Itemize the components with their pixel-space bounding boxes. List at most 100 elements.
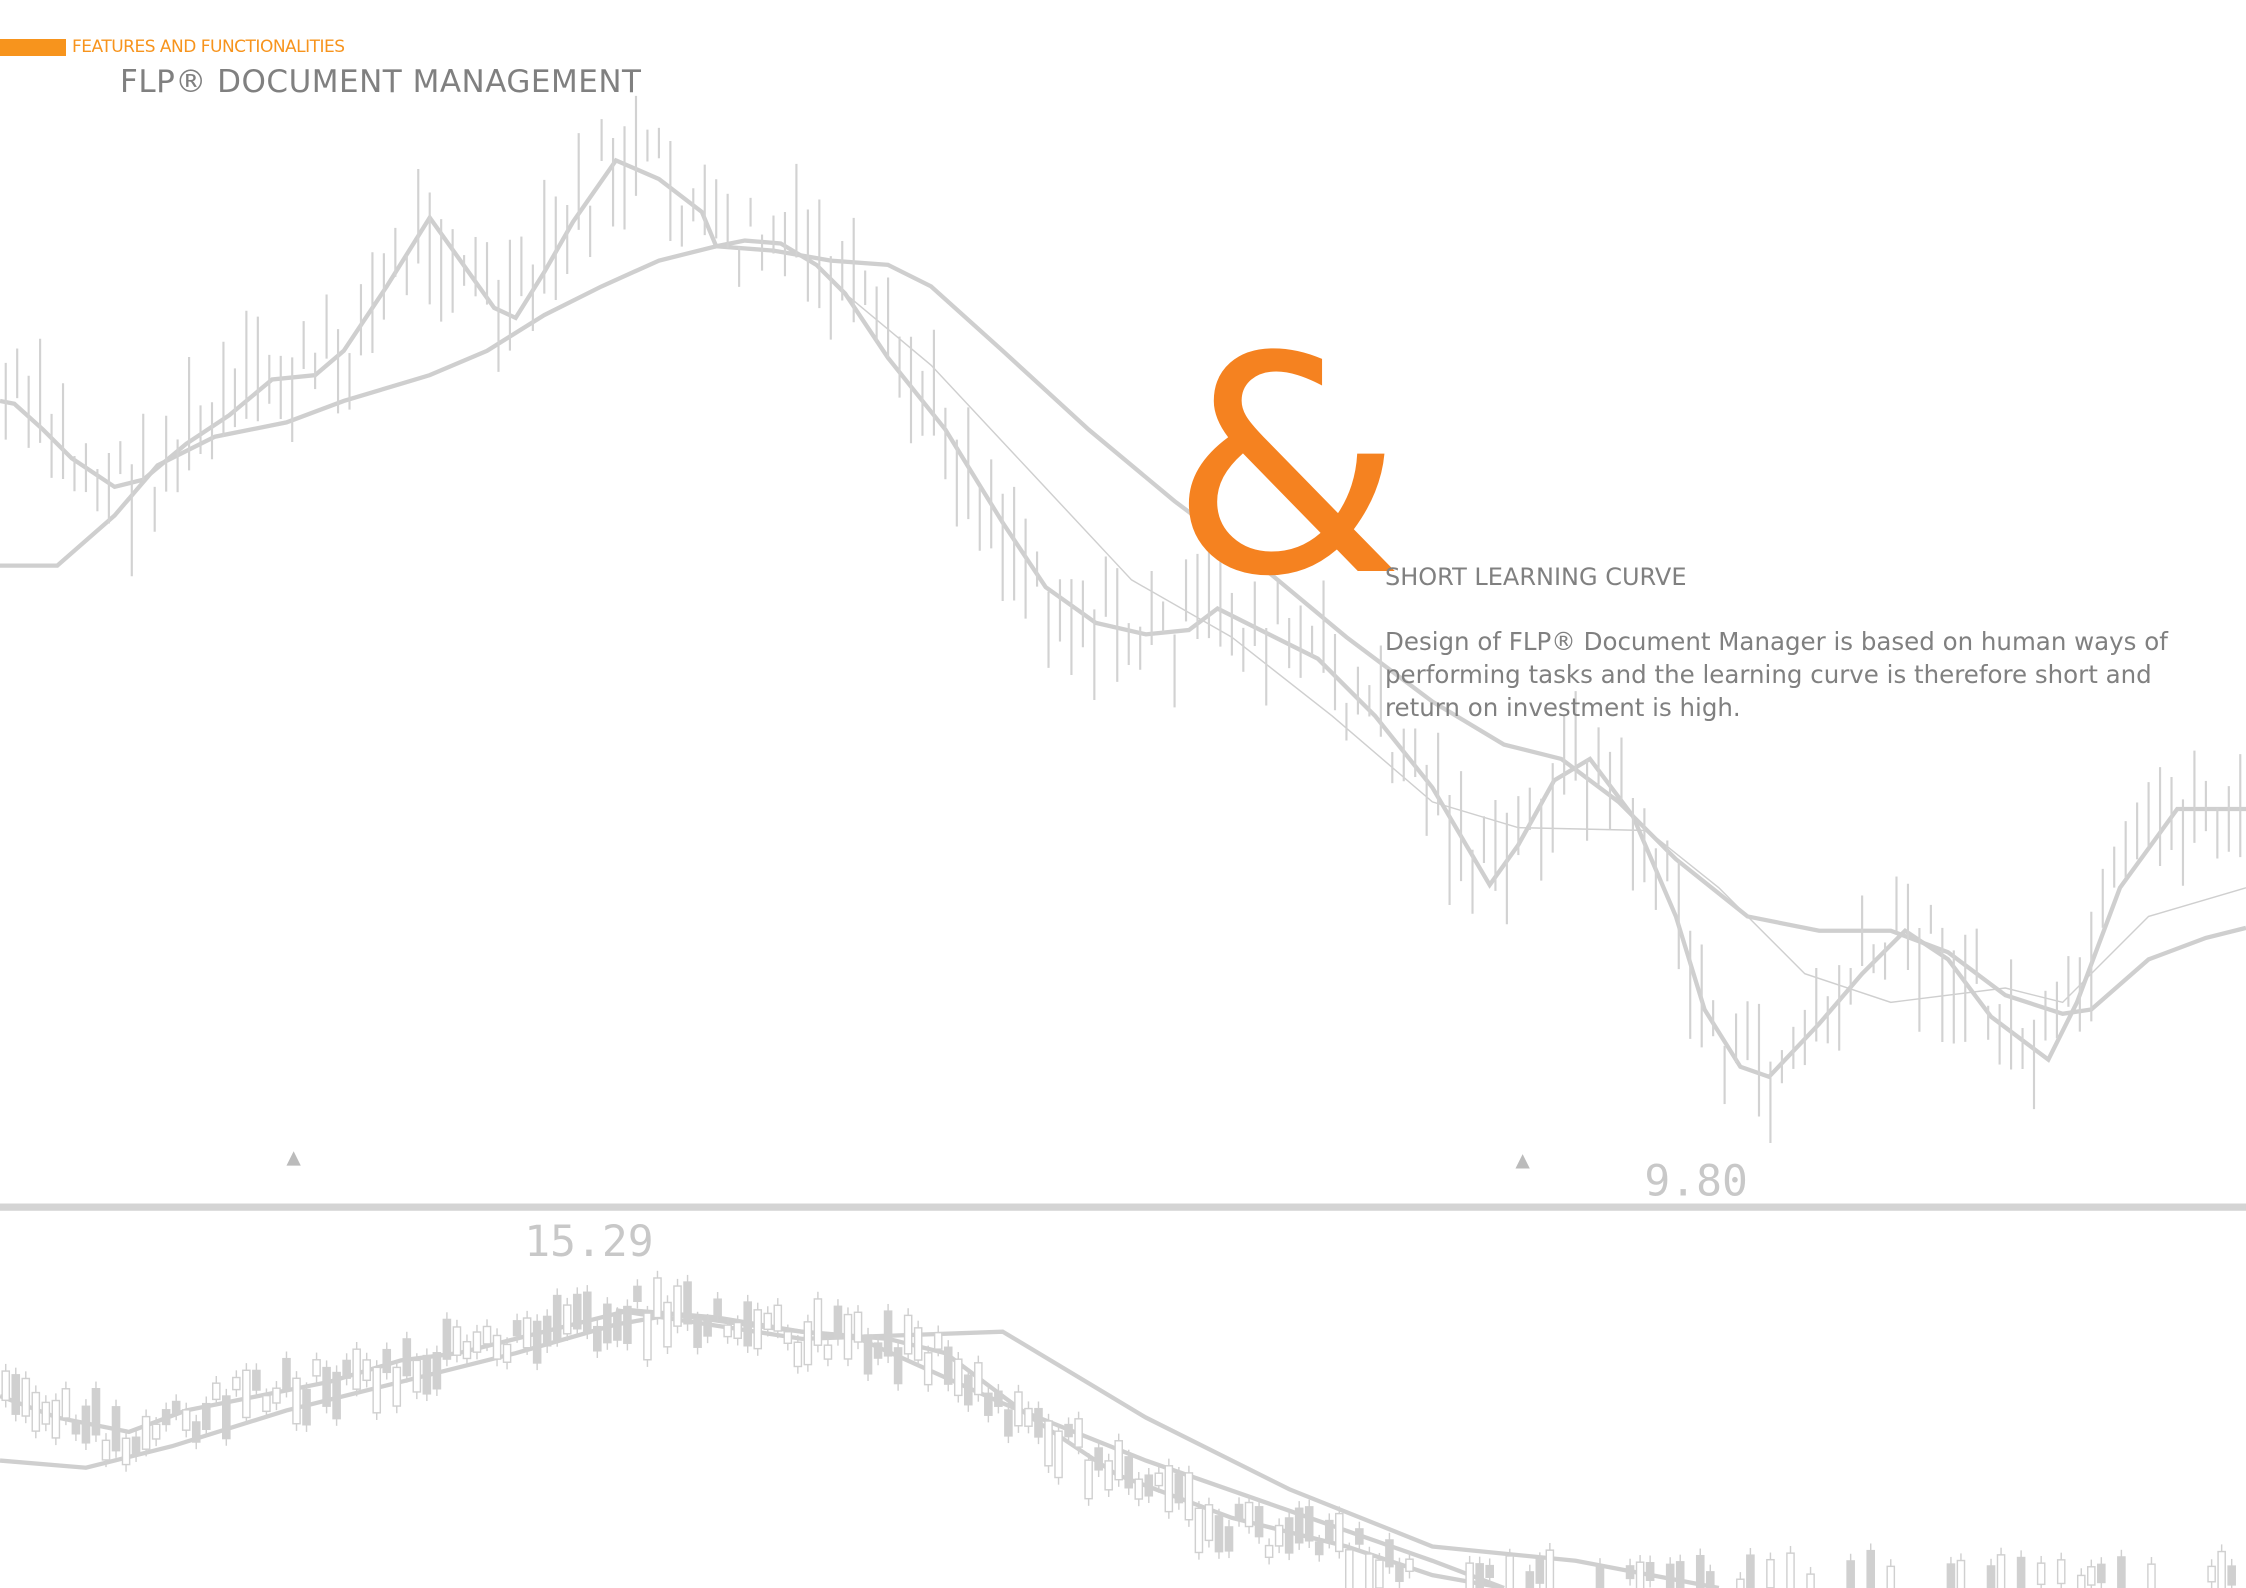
price-tick — [1697, 1556, 1704, 1588]
price-tick — [283, 1359, 290, 1391]
price-tick — [634, 1286, 641, 1301]
price-tick — [1215, 1516, 1222, 1552]
price-tick — [32, 1393, 39, 1432]
price-tick — [1195, 1508, 1202, 1552]
price-tick — [423, 1356, 430, 1394]
price-tick — [1887, 1566, 1894, 1588]
price-tick — [2208, 1566, 2215, 1581]
price-tick — [1135, 1479, 1142, 1499]
price-tick — [173, 1401, 180, 1413]
price-tick — [203, 1404, 210, 1430]
price-tick — [2, 1371, 9, 1400]
price-tick — [1175, 1474, 1182, 1502]
price-tick — [834, 1306, 841, 1338]
price-tick — [1245, 1503, 1252, 1527]
price-tick — [333, 1373, 340, 1419]
price-tick — [193, 1422, 200, 1442]
price-tick — [2148, 1564, 2155, 1588]
price-tick — [1677, 1562, 1684, 1588]
price-tick — [1396, 1565, 1403, 1581]
price-tick — [1255, 1507, 1262, 1537]
price-tick — [1506, 1556, 1513, 1588]
price-tick — [112, 1407, 119, 1451]
price-tick — [644, 1313, 651, 1360]
price-tick — [1266, 1546, 1273, 1558]
feature-heading: SHORT LEARNING CURVE — [1385, 563, 1687, 591]
price-tick — [393, 1367, 400, 1406]
price-tick — [132, 1437, 139, 1455]
price-tick — [503, 1344, 510, 1362]
price-tick — [443, 1319, 450, 1359]
price-tick — [363, 1360, 370, 1380]
price-tick — [1185, 1473, 1192, 1520]
price-tick — [273, 1388, 280, 1403]
price-tick — [413, 1360, 420, 1392]
price-tick — [704, 1321, 711, 1336]
price-tick — [885, 1311, 892, 1356]
price-tick — [1065, 1425, 1072, 1437]
price-tick — [1596, 1565, 1603, 1588]
price-tick — [794, 1342, 801, 1366]
price-tick — [915, 1328, 922, 1360]
price-label: 15.29 — [524, 1217, 653, 1267]
price-tick — [1235, 1505, 1242, 1520]
price-tick — [614, 1314, 621, 1340]
page-title: FLP® DOCUMENT MANAGEMENT — [120, 64, 641, 100]
price-tick — [985, 1393, 992, 1415]
price-tick — [664, 1302, 671, 1346]
price-tick — [403, 1339, 410, 1376]
price-tick — [153, 1424, 160, 1439]
price-tick — [724, 1325, 731, 1337]
price-tick — [1025, 1409, 1032, 1427]
price-tick — [1767, 1560, 1774, 1588]
price-tick — [564, 1305, 571, 1334]
price-tick — [1637, 1562, 1644, 1588]
price-tick — [874, 1343, 881, 1358]
price-tick — [213, 1383, 220, 1399]
price-tick — [1155, 1473, 1162, 1485]
ampersand: & — [1170, 318, 1404, 618]
price-tick — [1386, 1540, 1393, 1567]
price-tick — [965, 1375, 972, 1405]
section-label: FEATURES AND FUNCTIONALITIES — [72, 37, 345, 57]
price-ticks — [2, 96, 2240, 1588]
price-tick — [1737, 1579, 1744, 1588]
marker — [286, 1151, 1529, 1168]
background-chart: 9.80 15.29 — [0, 0, 2246, 1588]
price-tick — [1867, 1551, 1874, 1588]
price-tick — [1075, 1419, 1082, 1447]
price-tick — [714, 1299, 721, 1315]
price-tick — [684, 1282, 691, 1324]
price-tick — [1336, 1514, 1343, 1552]
price-tick — [2088, 1567, 2095, 1585]
price-tick — [624, 1307, 631, 1344]
price-tick — [514, 1321, 521, 1336]
price-tick — [463, 1342, 470, 1359]
price-tick — [122, 1438, 129, 1464]
price-tick — [1085, 1460, 1092, 1499]
price-tick — [1847, 1561, 1854, 1588]
price-tick — [1466, 1563, 1473, 1588]
price-tick — [453, 1327, 460, 1355]
trend-line — [616, 1310, 1719, 1588]
price-tick — [734, 1323, 741, 1339]
price-tick — [814, 1299, 821, 1345]
price-tick — [1536, 1559, 1543, 1583]
price-tick — [1005, 1410, 1012, 1436]
price-tick — [1045, 1421, 1052, 1466]
price-tick — [584, 1292, 591, 1332]
page: {"header": {"section": "FEATURES AND FUN… — [0, 0, 2246, 1588]
price-tick — [2038, 1563, 2045, 1584]
price-tick — [373, 1367, 380, 1412]
price-tick — [163, 1410, 170, 1425]
price-tick — [995, 1391, 1002, 1406]
price-tick — [82, 1406, 89, 1443]
price-tick — [1626, 1566, 1633, 1579]
price-tick — [1205, 1505, 1212, 1541]
price-tick — [313, 1360, 320, 1376]
price-tick — [433, 1353, 440, 1389]
price-tick — [1987, 1566, 1994, 1588]
price-tick — [2228, 1566, 2235, 1585]
price-tick — [905, 1315, 912, 1353]
price-label: 9.80 — [1644, 1157, 1747, 1207]
